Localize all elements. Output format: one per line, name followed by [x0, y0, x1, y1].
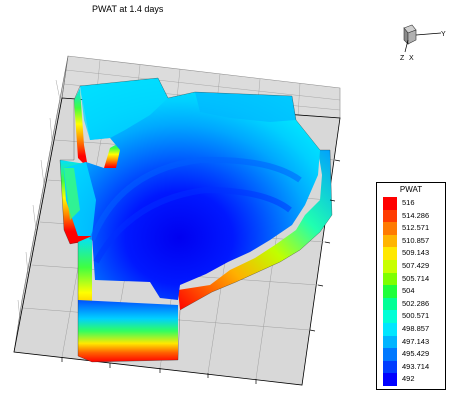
legend-label: 516 [402, 198, 415, 207]
legend-label: 502.286 [402, 298, 430, 308]
legend-label: 500.571 [402, 311, 430, 321]
legend-label: 492 [402, 374, 415, 384]
legend-label: 497.143 [402, 336, 430, 346]
legend-swatch [383, 297, 397, 311]
legend-label: 514.286 [402, 210, 430, 220]
legend-label: 510.857 [402, 235, 430, 245]
legend-label: 505.714 [402, 273, 430, 283]
legend-title: PWAT [399, 185, 423, 194]
legend-swatch [383, 373, 397, 386]
legend-swatch [383, 234, 397, 248]
legend-label: 507.429 [402, 261, 430, 270]
plot-title: PWAT at 1.4 days [92, 4, 164, 14]
floor-tick-marks [61, 159, 341, 384]
legend-label: 504 [402, 286, 415, 296]
triad-y-axis [415, 32, 442, 36]
triad-z-axis [404, 39, 409, 53]
body-outline [59, 77, 333, 363]
legend-label: 512.571 [402, 223, 430, 233]
legend-swatch [383, 335, 397, 349]
axis-triad-icon[interactable]: Y Z X [386, 20, 446, 70]
top-contour-surface [64, 78, 320, 300]
legend-swatch [383, 272, 397, 286]
legend-swatch [383, 247, 397, 260]
legend-swatch [383, 310, 397, 323]
legend-swatch [383, 209, 397, 223]
legend-label: 509.143 [402, 248, 430, 258]
legend-label: 498.857 [402, 324, 430, 333]
solid-walls [60, 88, 332, 362]
legend-swatch [383, 323, 397, 336]
triad-label-z: Z [400, 55, 405, 62]
triad-label-x: X [409, 55, 414, 62]
legend-label: 493.714 [402, 361, 430, 371]
triad-label-y: Y [441, 31, 446, 38]
legend-label: 495.429 [402, 349, 430, 359]
3d-contour-view[interactable] [0, 0, 370, 397]
legend-swatch [383, 285, 397, 298]
legend-swatch [383, 348, 397, 361]
legend-swatch [383, 197, 397, 210]
legend-swatch [383, 360, 397, 374]
legend-swatch [383, 222, 397, 235]
legend-swatch [383, 260, 397, 273]
color-legend: PWAT 516 514.286 512.571 510.857 509.143 507.… [376, 182, 446, 390]
